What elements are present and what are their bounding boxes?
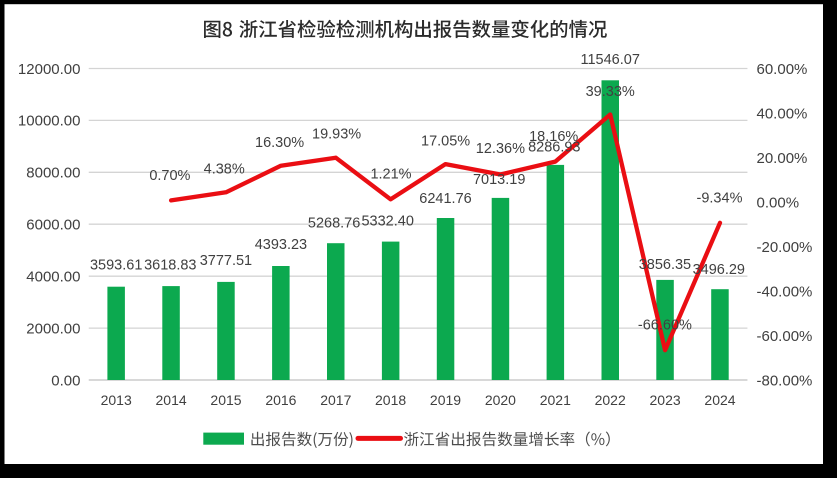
svg-text:4000.00: 4000.00 bbox=[26, 269, 80, 286]
svg-text:0.00: 0.00 bbox=[51, 372, 80, 389]
svg-text:2023: 2023 bbox=[650, 392, 681, 408]
svg-text:3593.61: 3593.61 bbox=[90, 257, 142, 273]
svg-text:3777.51: 3777.51 bbox=[200, 253, 252, 269]
svg-text:2021: 2021 bbox=[540, 392, 571, 408]
svg-text:5332.40: 5332.40 bbox=[361, 214, 413, 230]
svg-text:4393.23: 4393.23 bbox=[255, 237, 307, 253]
svg-text:16.30%: 16.30% bbox=[255, 135, 304, 151]
svg-text:40.00%: 40.00% bbox=[757, 105, 808, 122]
svg-text:2017: 2017 bbox=[320, 392, 351, 408]
svg-text:12000.00: 12000.00 bbox=[18, 61, 81, 78]
svg-text:-9.34%: -9.34% bbox=[697, 191, 743, 207]
svg-text:0.70%: 0.70% bbox=[149, 168, 190, 184]
svg-text:3496.29: 3496.29 bbox=[693, 262, 745, 278]
svg-text:39.33%: 39.33% bbox=[586, 84, 635, 100]
svg-text:3856.35: 3856.35 bbox=[639, 257, 691, 273]
svg-text:18.16%: 18.16% bbox=[529, 129, 578, 145]
svg-text:-66.60%: -66.60% bbox=[638, 317, 692, 333]
svg-text:4.38%: 4.38% bbox=[204, 162, 245, 178]
svg-text:2015: 2015 bbox=[210, 392, 241, 408]
svg-text:11546.07: 11546.07 bbox=[580, 52, 639, 68]
svg-text:2018: 2018 bbox=[375, 392, 406, 408]
svg-text:-80.00%: -80.00% bbox=[757, 372, 813, 389]
svg-text:8000.00: 8000.00 bbox=[26, 165, 80, 182]
svg-text:8286.93: 8286.93 bbox=[528, 139, 580, 155]
svg-text:-20.00%: -20.00% bbox=[757, 239, 813, 256]
svg-text:17.05%: 17.05% bbox=[421, 133, 470, 149]
svg-text:2020: 2020 bbox=[485, 392, 516, 408]
svg-text:0.00%: 0.00% bbox=[757, 194, 800, 211]
svg-text:2016: 2016 bbox=[265, 392, 296, 408]
svg-text:2019: 2019 bbox=[430, 392, 461, 408]
svg-text:2024: 2024 bbox=[704, 392, 735, 408]
svg-text:2022: 2022 bbox=[595, 392, 626, 408]
svg-text:-60.00%: -60.00% bbox=[757, 328, 813, 345]
svg-text:10000.00: 10000.00 bbox=[18, 113, 81, 130]
svg-text:20.00%: 20.00% bbox=[757, 150, 808, 167]
svg-text:2014: 2014 bbox=[156, 392, 187, 408]
svg-text:60.00%: 60.00% bbox=[757, 61, 808, 78]
svg-text:7013.19: 7013.19 bbox=[473, 172, 525, 188]
svg-text:6000.00: 6000.00 bbox=[26, 217, 80, 234]
svg-text:2013: 2013 bbox=[101, 392, 132, 408]
svg-text:19.93%: 19.93% bbox=[312, 127, 361, 143]
svg-text:-40.00%: -40.00% bbox=[757, 283, 813, 300]
svg-text:3618.83: 3618.83 bbox=[144, 257, 196, 273]
svg-text:2000.00: 2000.00 bbox=[26, 320, 80, 337]
svg-text:6241.76: 6241.76 bbox=[419, 191, 471, 207]
svg-text:5268.76: 5268.76 bbox=[308, 215, 360, 231]
svg-text:1.21%: 1.21% bbox=[370, 167, 411, 183]
svg-text:12.36%: 12.36% bbox=[476, 141, 525, 157]
